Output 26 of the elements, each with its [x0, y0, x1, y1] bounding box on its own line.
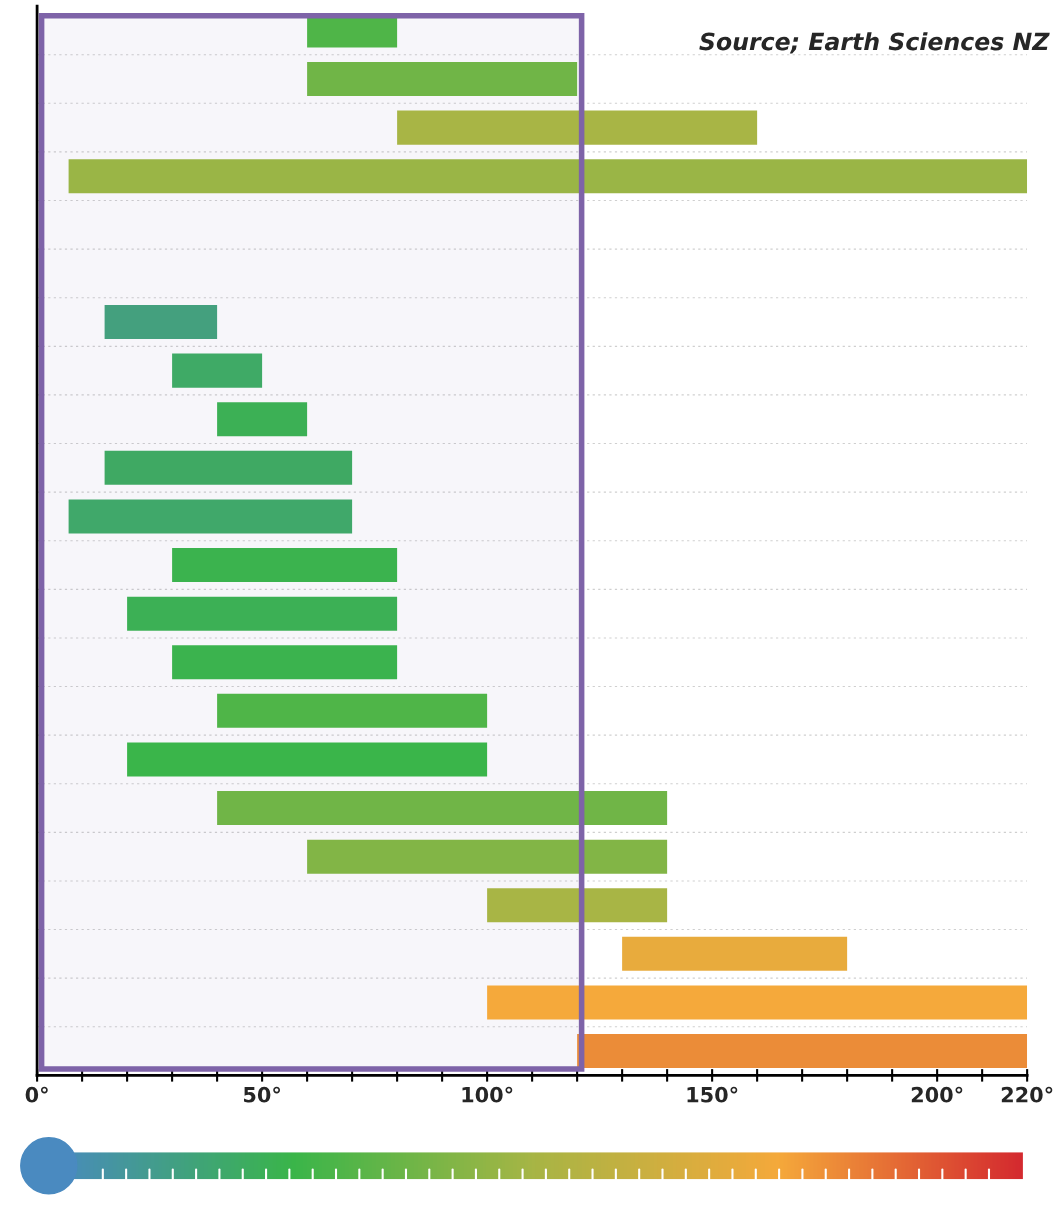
bar [104, 450, 353, 485]
bar [397, 110, 758, 145]
x-tick-label: 50° [244, 1086, 280, 1103]
bar [217, 791, 668, 826]
bar [172, 353, 263, 388]
x-tick-label: 100° [462, 1086, 513, 1103]
bar [577, 1034, 1028, 1069]
bar [217, 402, 308, 437]
bar [307, 62, 578, 97]
bar [487, 888, 668, 923]
annotation: Source; Earth Sciences NZ [699, 32, 1050, 54]
bar [307, 839, 668, 874]
bar [217, 693, 488, 728]
bar [172, 645, 398, 680]
x-tick-label: 150° [687, 1086, 738, 1103]
bar [127, 742, 488, 777]
bar [127, 596, 398, 631]
x-tick-label: 220° [1001, 1086, 1053, 1103]
bar [172, 548, 398, 583]
x-tick-label: 0° [25, 1086, 48, 1103]
bar [487, 985, 1028, 1020]
bar [68, 499, 353, 534]
bar [104, 305, 218, 340]
x-tick-label: 200° [911, 1086, 963, 1103]
bar [622, 936, 848, 971]
bar [68, 159, 1028, 194]
